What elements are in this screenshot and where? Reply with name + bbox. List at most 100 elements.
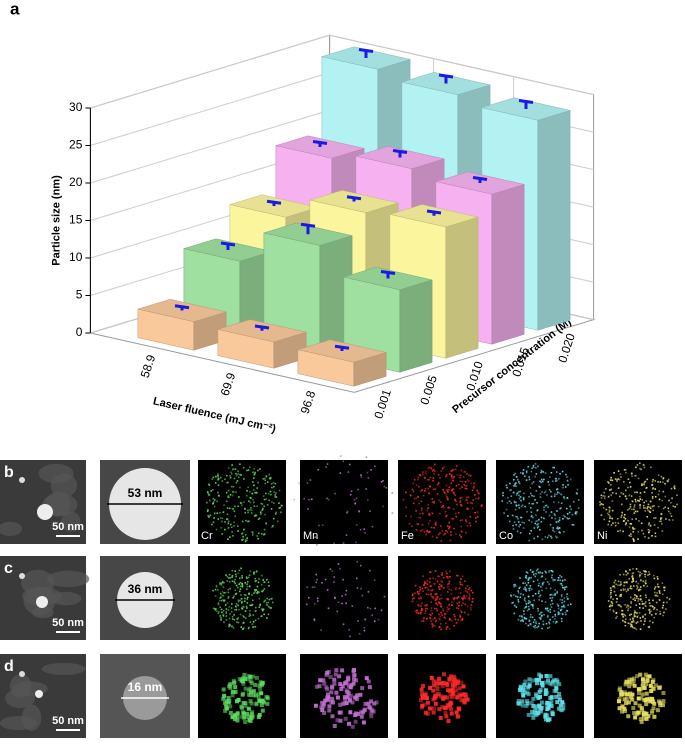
- pixel: [518, 494, 520, 497]
- pixel: [308, 596, 310, 599]
- pixel: [241, 576, 243, 579]
- pixel: [505, 508, 508, 511]
- pixel: [610, 595, 612, 598]
- pixel: [254, 591, 257, 593]
- pixel: [528, 495, 530, 498]
- pixel: [270, 493, 272, 496]
- pixel: [615, 612, 618, 614]
- pixel: [609, 604, 612, 606]
- pixel: [351, 673, 356, 678]
- pixel: [460, 611, 463, 613]
- pixel: [650, 610, 653, 613]
- pixel: [527, 600, 530, 602]
- pixel: [529, 507, 532, 509]
- pixel: [246, 469, 248, 472]
- pixel: [603, 495, 606, 498]
- pixel: [262, 589, 265, 592]
- pixel: [425, 582, 427, 584]
- pixel: [221, 696, 226, 701]
- pixel: [437, 533, 440, 536]
- pixel: [548, 484, 550, 486]
- pixel: [419, 588, 422, 591]
- pixel: [433, 583, 436, 585]
- pixel: [540, 516, 543, 519]
- pixel: [627, 486, 629, 489]
- pixel: [446, 610, 448, 613]
- pixel: [635, 568, 638, 570]
- pixel: [642, 464, 645, 466]
- pixel: [662, 490, 665, 493]
- pixel: [648, 609, 650, 611]
- pixel: [237, 599, 240, 602]
- pixel: [611, 500, 614, 502]
- pixel: [241, 585, 244, 588]
- pixel: [230, 610, 233, 613]
- pixel: [345, 589, 348, 592]
- pixel: [435, 593, 437, 596]
- pixel: [644, 480, 646, 483]
- pixel: [631, 621, 633, 623]
- pixel: [567, 483, 569, 486]
- pixel: [428, 513, 431, 516]
- pixel: [525, 571, 528, 573]
- pixel: [413, 478, 416, 481]
- pixel: [318, 524, 320, 527]
- pixel: [550, 606, 553, 608]
- pixel: [248, 466, 251, 468]
- pixel: [637, 538, 639, 540]
- pixel: [616, 699, 621, 704]
- pixel: [536, 626, 538, 629]
- pixel: [441, 467, 444, 470]
- pixel: [613, 472, 615, 474]
- pixel: [532, 516, 534, 519]
- pixel: [422, 590, 424, 592]
- pixel: [247, 509, 249, 512]
- pixel: [525, 584, 528, 586]
- pixel: [520, 620, 522, 622]
- legend-label: 0.005: [417, 373, 440, 406]
- pixel: [464, 597, 467, 599]
- pixel: [632, 627, 635, 629]
- pixel: [676, 494, 678, 497]
- pixel: [342, 460, 345, 463]
- pixel: [537, 592, 540, 594]
- pixel: [419, 612, 422, 615]
- pixel: [414, 610, 417, 613]
- pixel: [545, 571, 547, 574]
- pixel: [624, 696, 629, 701]
- pixel: [608, 509, 611, 511]
- pixel: [231, 625, 234, 628]
- pixel: [415, 509, 417, 512]
- pixel: [216, 512, 219, 515]
- pixel: [246, 607, 248, 609]
- pixel: [264, 599, 267, 602]
- pixel: [616, 615, 618, 618]
- pixel: [547, 481, 550, 483]
- pixel: [467, 588, 470, 591]
- pixel: [232, 681, 237, 686]
- pixel: [324, 685, 329, 690]
- pixel: [475, 497, 477, 500]
- pixel: [535, 572, 537, 575]
- scale-label: 50 nm: [52, 715, 84, 727]
- pixel: [539, 618, 542, 620]
- pixel: [550, 535, 552, 538]
- pixel: [620, 503, 623, 506]
- pixel: [542, 480, 544, 483]
- pixel: [648, 510, 651, 513]
- pixel: [649, 507, 652, 510]
- pixel: [637, 600, 639, 602]
- pixel: [547, 614, 549, 617]
- pixel: [245, 677, 250, 682]
- pixel: [532, 605, 534, 607]
- error-cap: [312, 140, 328, 145]
- pixel: [252, 501, 255, 504]
- pixel: [506, 486, 508, 489]
- pixel: [577, 507, 580, 509]
- pixel: [210, 490, 212, 492]
- pixel: [611, 509, 614, 512]
- pixel: [599, 504, 601, 506]
- pixel: [404, 491, 407, 494]
- pixel: [272, 525, 274, 527]
- pixel: [623, 613, 625, 616]
